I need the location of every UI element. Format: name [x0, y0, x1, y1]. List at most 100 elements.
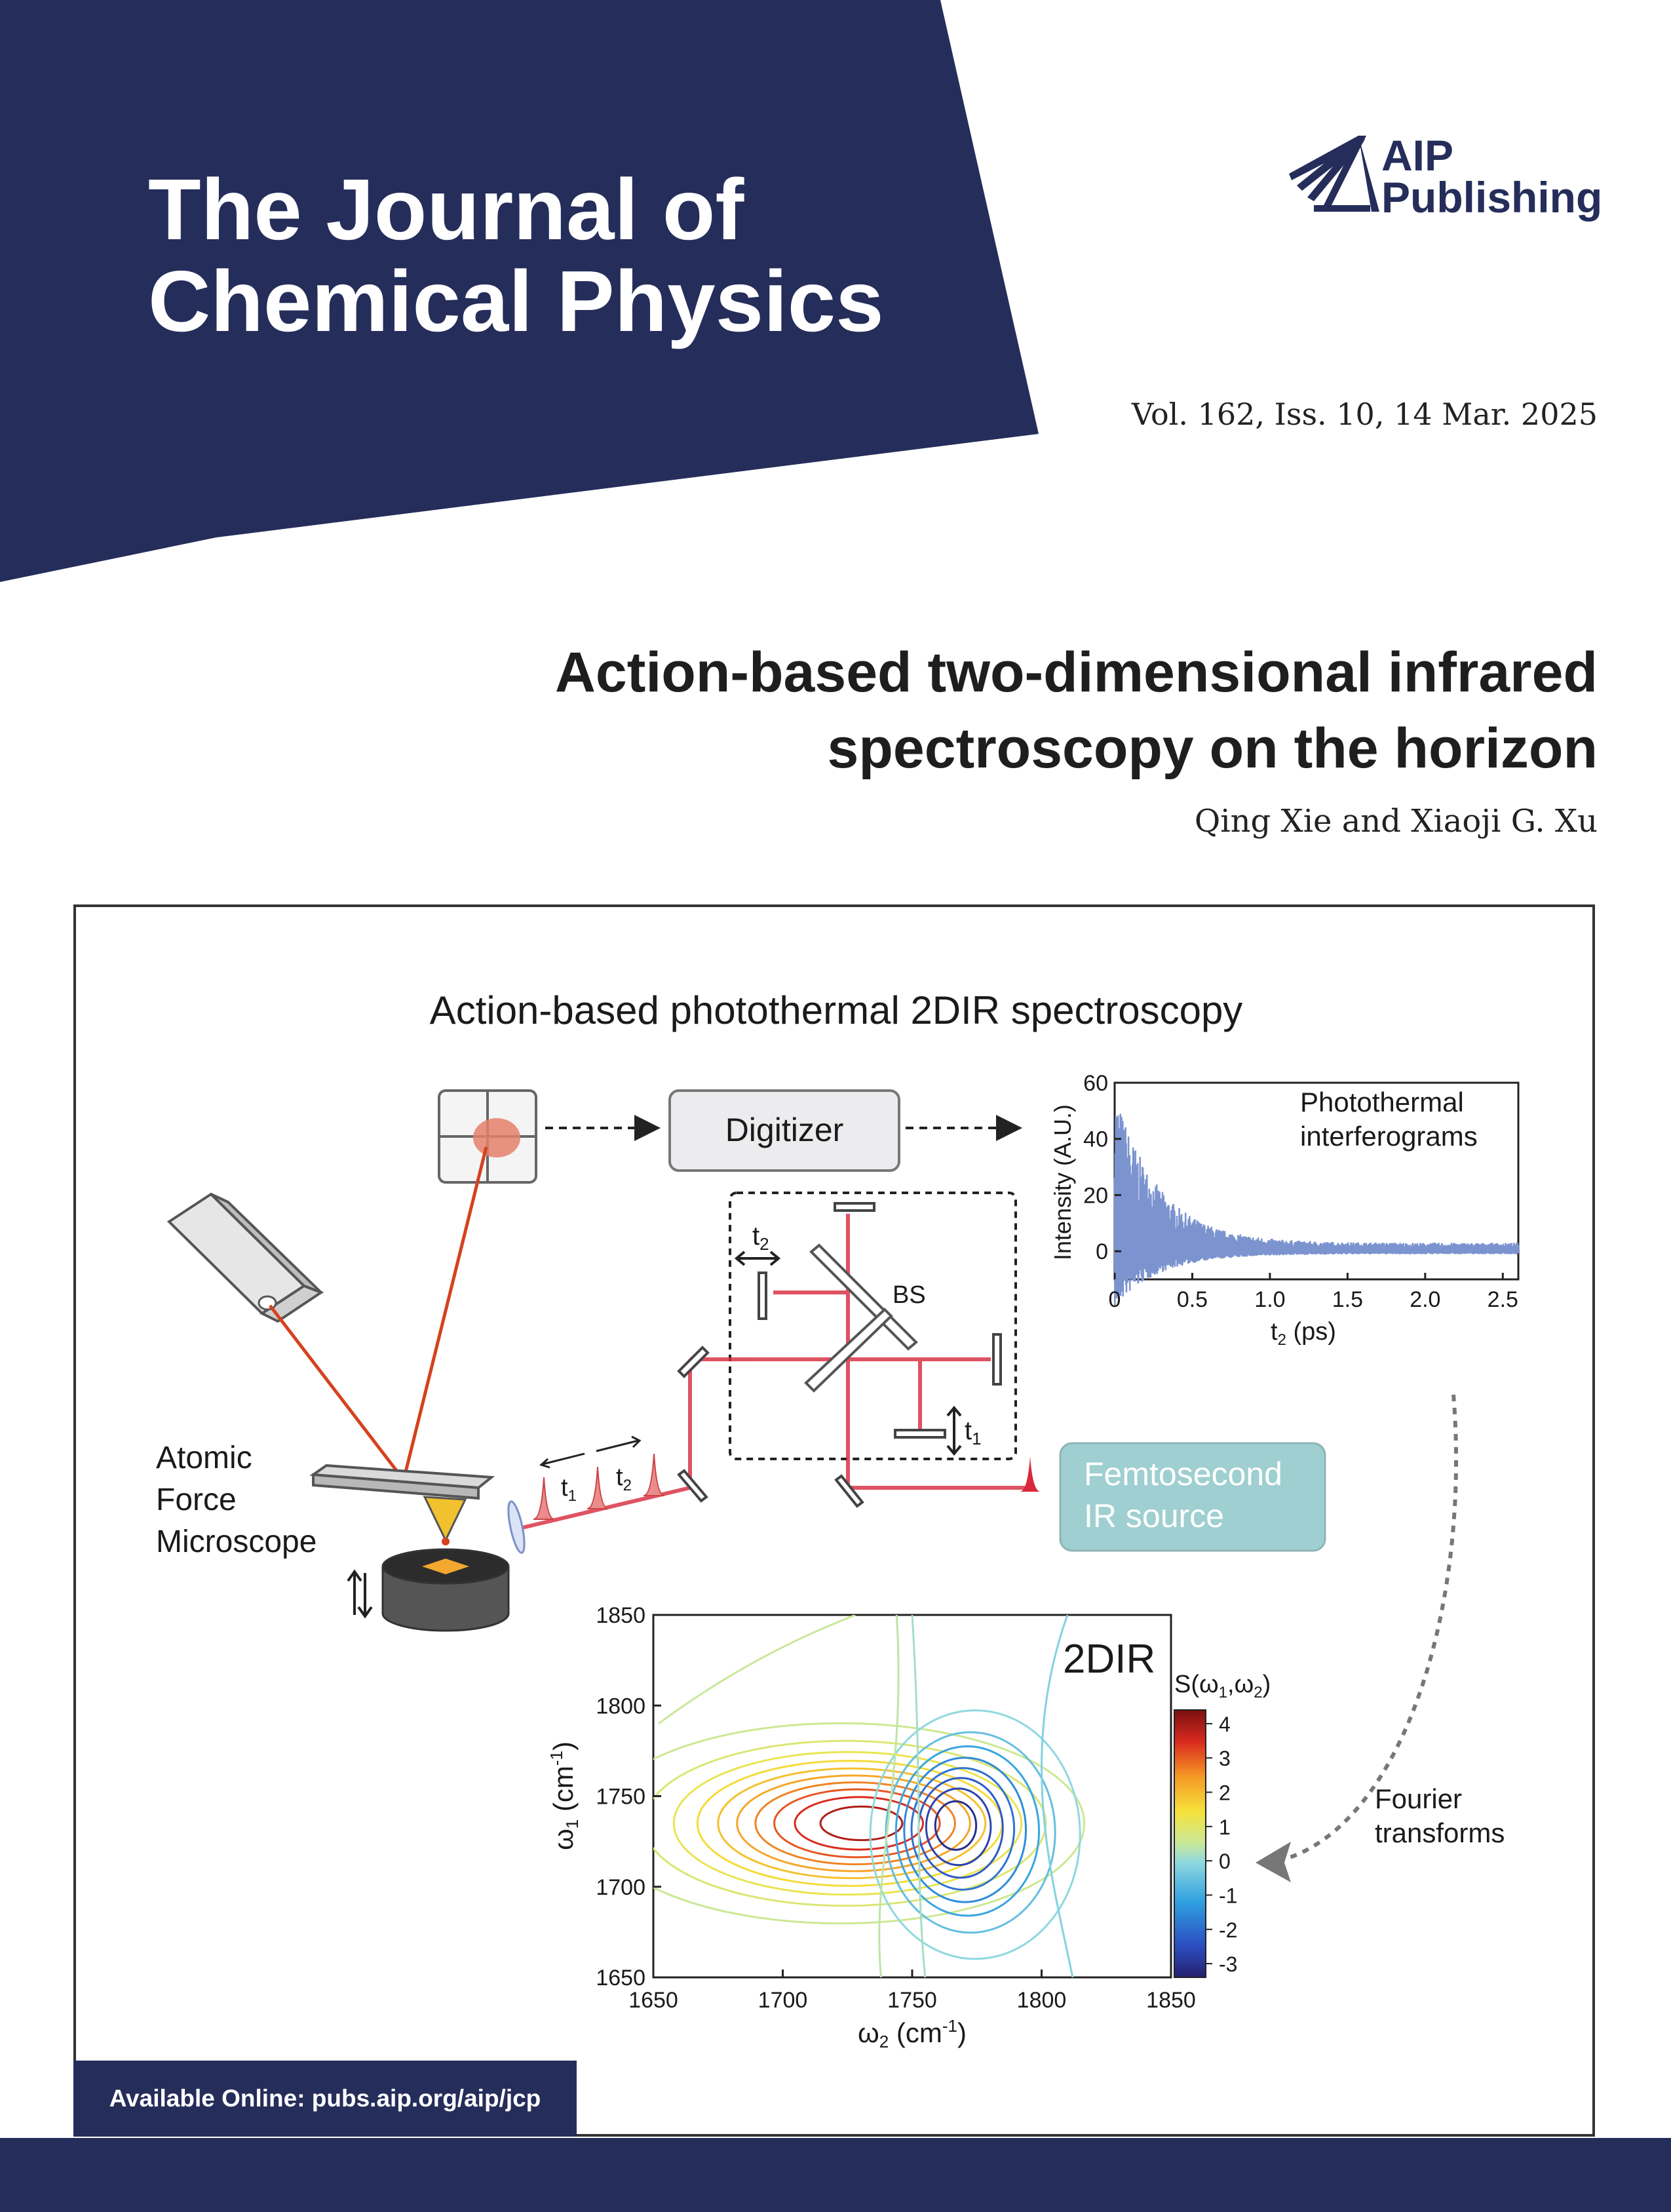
colorbar-tick-label: 0 [1219, 1850, 1231, 1873]
positive-contour-line [794, 1796, 925, 1851]
pulse-delay-arrows-icon [539, 1435, 642, 1469]
positive-contour-line [773, 1788, 941, 1859]
interferogram-annotation: Photothermal interferograms [1300, 1087, 1478, 1152]
negative-contour-line [934, 1800, 978, 1851]
colorbar-tick-label: 4 [1219, 1713, 1231, 1736]
colorbar-label: S(ω1,ω2) [1174, 1671, 1271, 1701]
figure-heading: Action-based photothermal 2DIR spectrosc… [430, 988, 1243, 1032]
fourier-transform-label: Fourier transforms [1375, 1783, 1505, 1848]
twodir-ytick-label: 1700 [596, 1875, 645, 1900]
zero-crossing-contour [911, 1615, 927, 1977]
twodir-ytick-label: 1800 [596, 1694, 645, 1718]
article-title-line2: spectroscopy on the horizon [827, 717, 1598, 780]
positive-contour-line [736, 1774, 971, 1872]
quadrant-detector-icon [438, 1089, 537, 1184]
zero-crossing-contour [878, 1615, 900, 1977]
figure-canvas: Action-based photothermal 2DIR spectrosc… [156, 988, 1520, 2051]
source-pulse-icon [1020, 1456, 1041, 1492]
interferogram-ytick-label: 20 [1083, 1183, 1108, 1208]
negative-contour-line [894, 1745, 1041, 1917]
journal-title-line1: The Journal of [148, 161, 744, 258]
t1-delay-label: t1 [965, 1416, 982, 1448]
interferogram-xtick-label: 2.5 [1488, 1287, 1518, 1312]
stage-updown-arrows-icon [347, 1569, 373, 1619]
twodir-xtick-label: 1850 [1146, 1988, 1196, 2013]
negative-contour-line [869, 1709, 1081, 1960]
footer-bar [0, 2138, 1671, 2212]
ir-beam-path [513, 1214, 1025, 1532]
journal-title-line2: Chemical Physics [148, 253, 884, 349]
interferogram-xtick-label: 0.5 [1177, 1287, 1208, 1312]
colorbar [1174, 1709, 1206, 1978]
femtosecond-source-label: Femtosecond IR source [1084, 1456, 1292, 1534]
negative-contour-line [903, 1756, 1028, 1903]
outer-contour-line [1041, 1615, 1074, 1977]
afm-sample-stage-icon [381, 1548, 510, 1632]
pulse-train-icon [533, 1453, 665, 1520]
twodir-chart: 1650 1700 1750 1800 1850 1650 1700 1750 1800 185… [547, 1603, 1271, 2051]
positive-contour-line [819, 1805, 904, 1842]
t2-delay-arrow-icon [734, 1251, 781, 1266]
interferogram-ytick-label: 40 [1083, 1127, 1108, 1152]
interferogram-xtick-label: 1.0 [1254, 1287, 1285, 1312]
optics-mirrors [677, 1202, 1002, 1508]
colorbar-tick-label: 3 [1219, 1747, 1231, 1770]
colorbar-tick-label: -3 [1219, 1952, 1237, 1976]
positive-contour-line [653, 1739, 1047, 1907]
article-title-line1: Action-based two-dimensional infrared [554, 641, 1598, 704]
focusing-lens-icon [507, 1500, 526, 1554]
negative-contour-line [885, 1731, 1056, 1934]
cover-figure: Action-based photothermal 2DIR spectrosc… [73, 904, 1595, 2137]
twodir-label: 2DIR [1063, 1637, 1155, 1682]
available-online-banner[interactable]: Available Online: pubs.aip.org/aip/jcp [73, 2061, 577, 2137]
header-banner [0, 0, 1039, 582]
twodir-ylabel: ω1 (cm-1) [547, 1741, 582, 1850]
t2-delay-label: t2 [752, 1222, 769, 1254]
positive-contour-line [754, 1781, 956, 1865]
twodir-ytick-label: 1850 [596, 1603, 645, 1628]
femtosecond-source-box [1059, 1442, 1326, 1552]
publisher-name: AIP Publishing [1381, 134, 1603, 222]
positive-contour-line [653, 1722, 1085, 1925]
probe-beam [269, 1304, 405, 1481]
digitizer-label: Digitizer [725, 1112, 844, 1148]
twodir-xtick-label: 1650 [628, 1988, 678, 2013]
interferometer-box [729, 1192, 1017, 1460]
interferogram-xtick-label: 0 [1109, 1287, 1121, 1312]
interferogram-ytick-label: 60 [1083, 1071, 1108, 1096]
interferogram-ylabel: Intensity (A.U.) [1049, 1104, 1076, 1260]
twodir-ytick-label: 1650 [596, 1966, 645, 1990]
positive-contour-line [672, 1751, 1023, 1896]
probe-laser-icon [166, 1192, 324, 1323]
afm-label: Atomic Force Microscope [156, 1441, 317, 1559]
t1-delay-arrow-icon [946, 1405, 962, 1456]
fourier-transform-arrowhead-icon [1256, 1842, 1291, 1882]
twodir-ytick-label: 1750 [596, 1785, 645, 1810]
interferogram-ytick-label: 0 [1096, 1239, 1108, 1264]
publisher-name-line2: Publishing [1381, 173, 1603, 222]
twodir-xtick-label: 1750 [887, 1988, 937, 2013]
article-title: Action-based two-dimensional infrared sp… [353, 634, 1598, 786]
digitizer-box [668, 1089, 900, 1172]
negative-contour-line [910, 1767, 1016, 1891]
interferogram-xlabel: t2 (ps) [1271, 1318, 1336, 1349]
beam-splitter-icon [804, 1243, 918, 1393]
journal-title: The Journal of Chemical Physics [148, 164, 884, 347]
twodir-xtick-label: 1800 [1017, 1988, 1067, 2013]
colorbar-tick-label: 1 [1219, 1815, 1231, 1839]
pulse-t1-label: t1 [561, 1474, 577, 1505]
interferogram-xtick-label: 1.5 [1332, 1287, 1363, 1312]
pulse-t2-label: t2 [616, 1464, 632, 1494]
aip-fan-logo-icon [1289, 136, 1379, 212]
colorbar-tick-label: 2 [1219, 1781, 1231, 1805]
outer-contour-line [658, 1615, 856, 1725]
positive-contour-line [717, 1767, 987, 1880]
colorbar-tick-label: -2 [1219, 1918, 1237, 1942]
twodir-xlabel: ω2 (cm-1) [858, 2016, 967, 2051]
reflected-beam [402, 1146, 488, 1481]
afm-cantilever-icon [309, 1464, 495, 1545]
interferogram-chart: 0 0.5 1.0 1.5 2.0 2.5 0 20 40 60 Photothermal in… [1049, 1071, 1520, 1349]
interferogram-trace [1113, 1114, 1520, 1306]
interferogram-xtick-label: 2.0 [1410, 1287, 1440, 1312]
colorbar-tick-label: -1 [1219, 1884, 1237, 1907]
